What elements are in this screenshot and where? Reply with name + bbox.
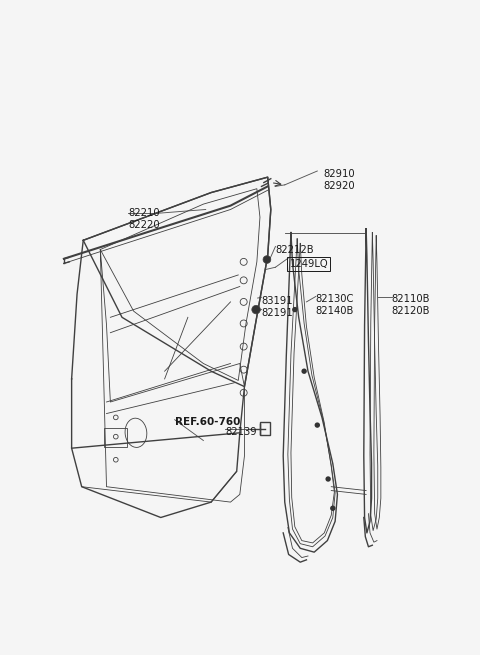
Circle shape (314, 422, 320, 428)
Text: 82110B
82120B: 82110B 82120B (392, 294, 430, 316)
Circle shape (263, 255, 271, 263)
Text: 82210
82220: 82210 82220 (128, 208, 160, 229)
Circle shape (292, 307, 298, 312)
Circle shape (325, 476, 331, 481)
Circle shape (252, 305, 260, 314)
Text: 83191: 83191 (262, 296, 293, 306)
Text: 82191: 82191 (262, 308, 293, 318)
Text: 82130C
82140B: 82130C 82140B (316, 294, 354, 316)
Circle shape (301, 369, 307, 374)
Text: 1249LQ: 1249LQ (289, 259, 328, 269)
Text: 82212B: 82212B (276, 245, 314, 255)
Text: 82910
82920: 82910 82920 (324, 170, 355, 191)
Text: REF.60-760: REF.60-760 (175, 417, 240, 428)
Text: 82139: 82139 (225, 428, 257, 438)
Circle shape (330, 506, 336, 511)
